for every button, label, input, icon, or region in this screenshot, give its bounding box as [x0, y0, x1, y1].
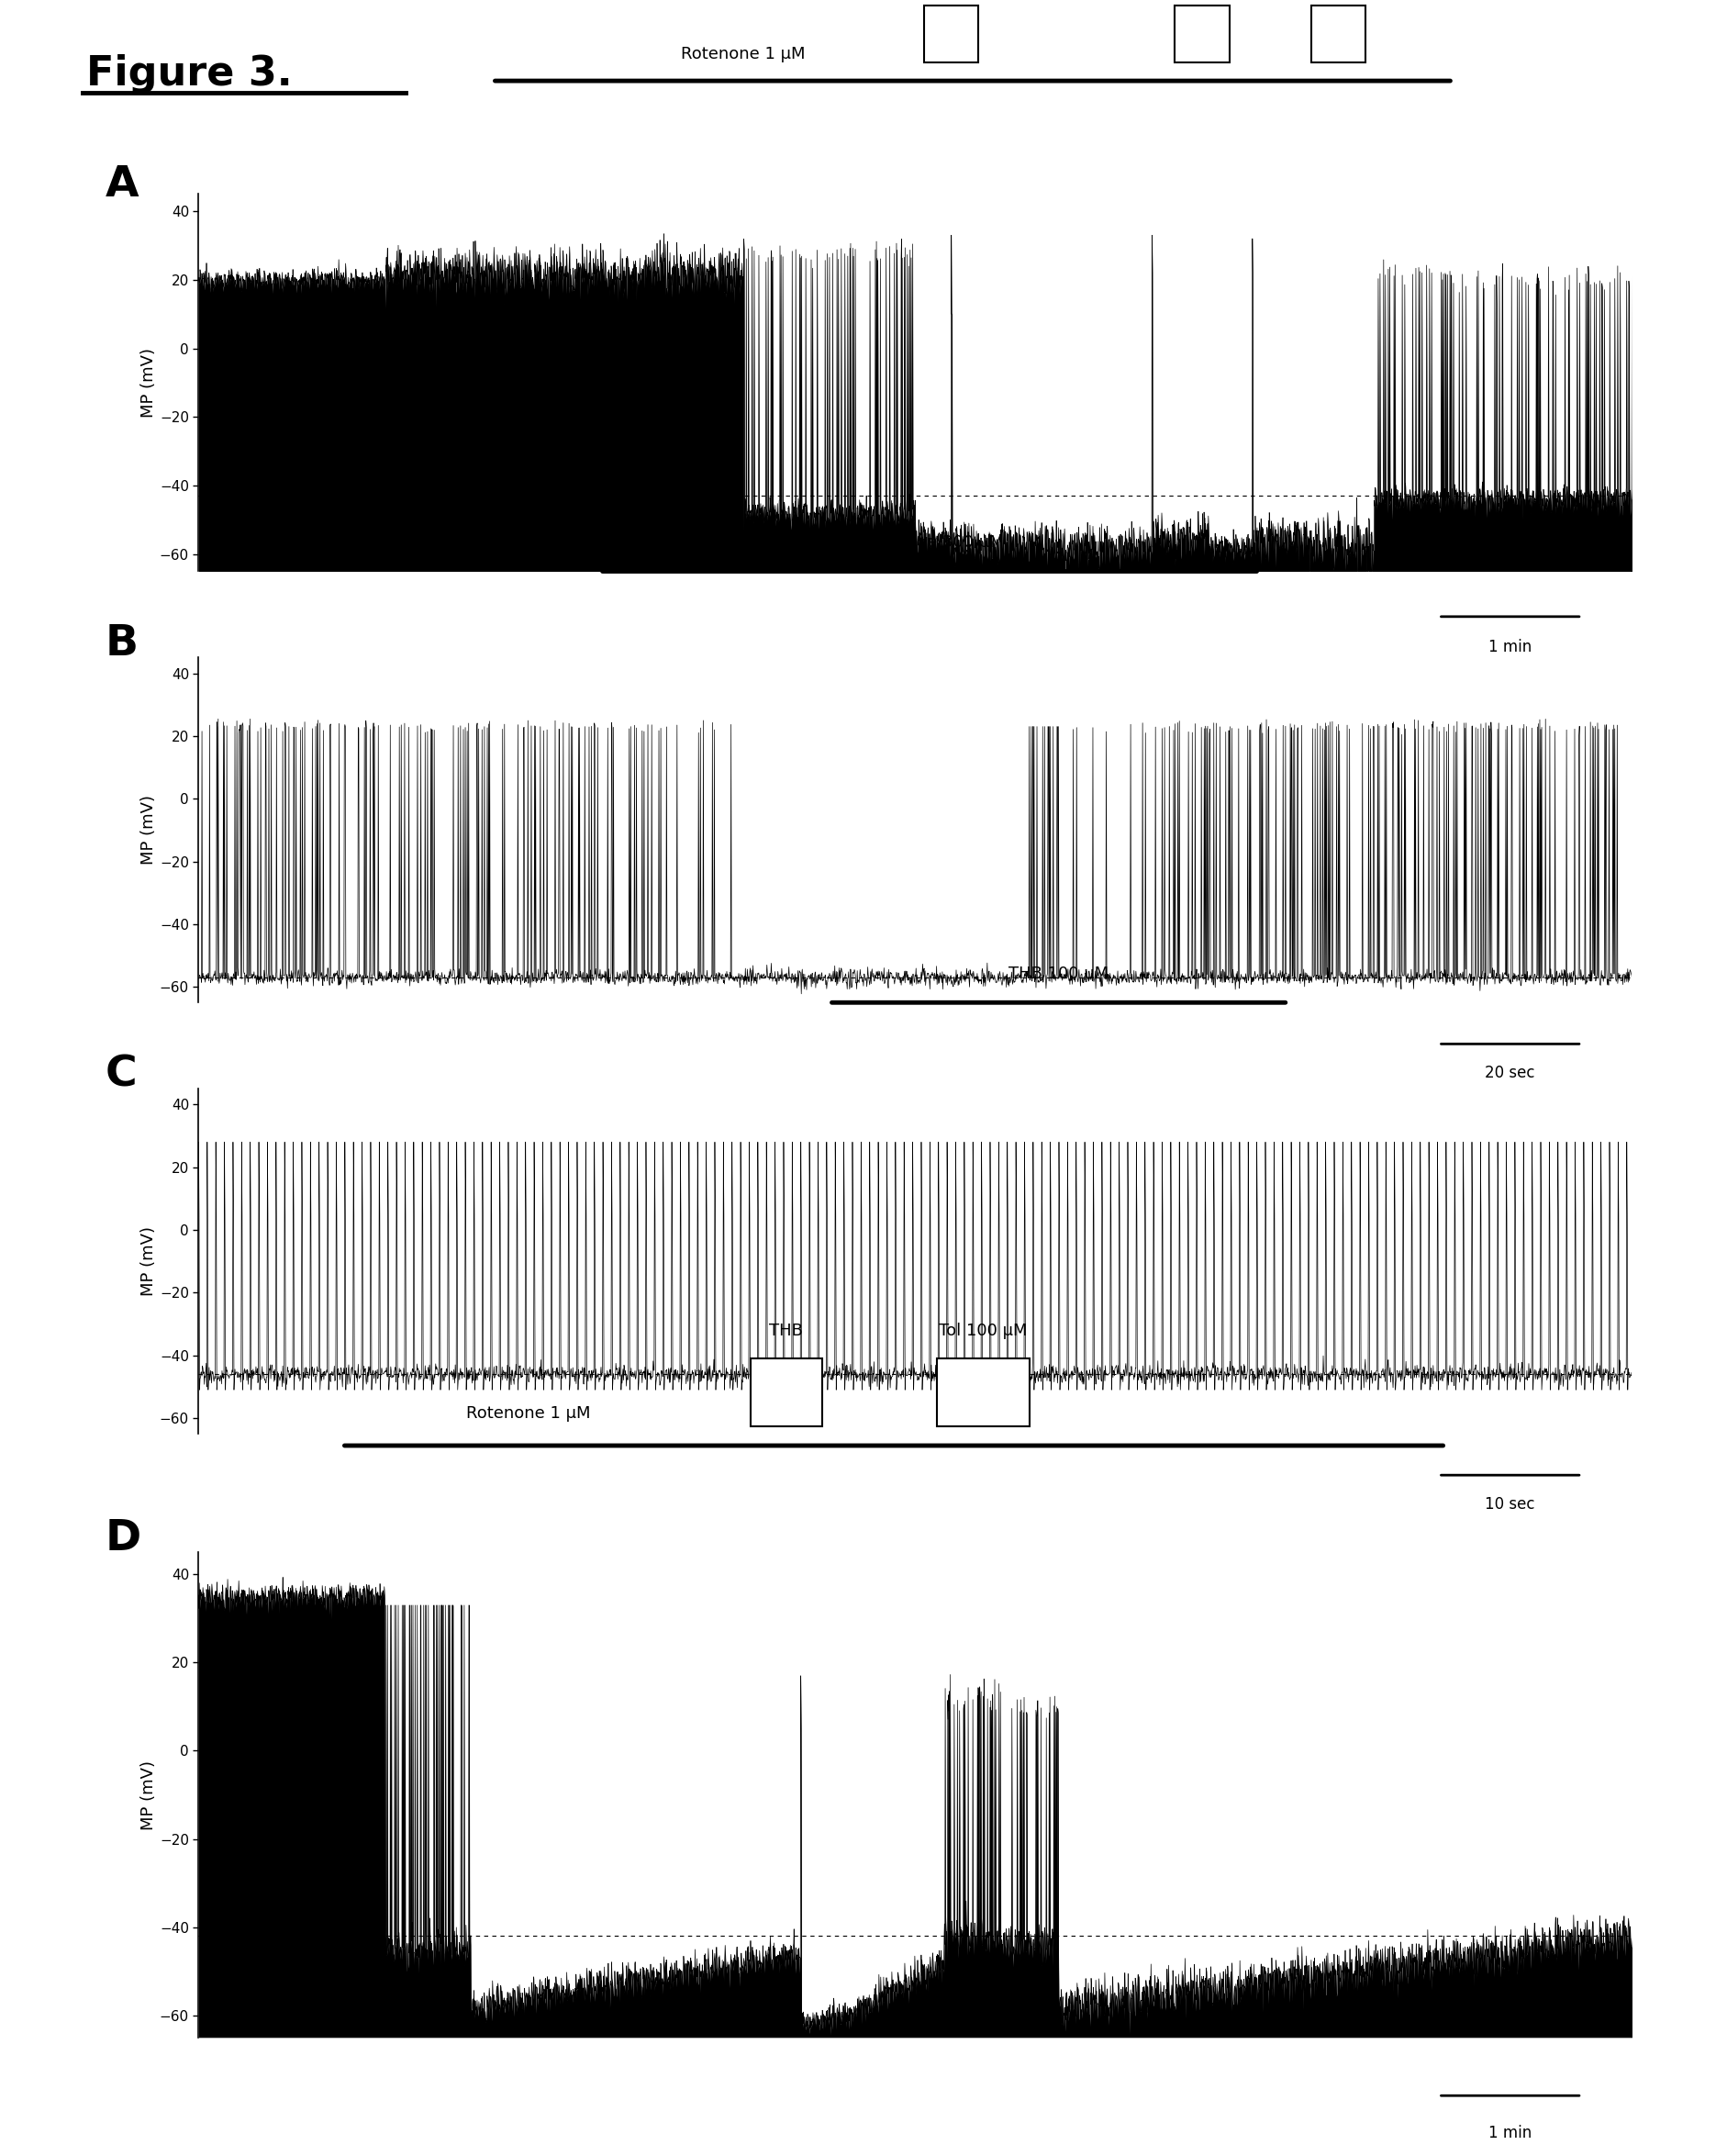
Bar [936, 1358, 1029, 1427]
Bar [751, 1358, 822, 1427]
Y-axis label: MP (mV): MP (mV) [140, 1227, 157, 1296]
Text: Rotenone 1 μM: Rotenone 1 μM [466, 1406, 591, 1421]
Text: B: B [105, 623, 138, 664]
Text: Tol 100 μM: Tol 100 μM [939, 1322, 1028, 1339]
Bar [924, 6, 979, 63]
Bar [1311, 6, 1366, 63]
Text: Figure 3.: Figure 3. [86, 54, 292, 93]
Text: 20 sec: 20 sec [1485, 1065, 1535, 1080]
Text: Rotenone 1 μM: Rotenone 1 μM [680, 45, 805, 63]
Y-axis label: MP (mV): MP (mV) [140, 796, 157, 865]
Text: C: C [105, 1054, 138, 1095]
Text: Diazoxide 300 μM: Diazoxide 300 μM [857, 535, 1003, 550]
Text: THB: THB [770, 1322, 803, 1339]
Bar [1174, 6, 1230, 63]
Text: 1 min: 1 min [1489, 2126, 1532, 2141]
Y-axis label: MP (mV): MP (mV) [140, 347, 157, 418]
Text: THB 100 μM: THB 100 μM [1009, 966, 1109, 981]
Text: D: D [105, 1518, 142, 1559]
Text: 10 sec: 10 sec [1485, 1496, 1535, 1511]
Text: 1 min: 1 min [1489, 640, 1532, 655]
Y-axis label: MP (mV): MP (mV) [140, 1759, 157, 1830]
Text: A: A [105, 164, 140, 205]
